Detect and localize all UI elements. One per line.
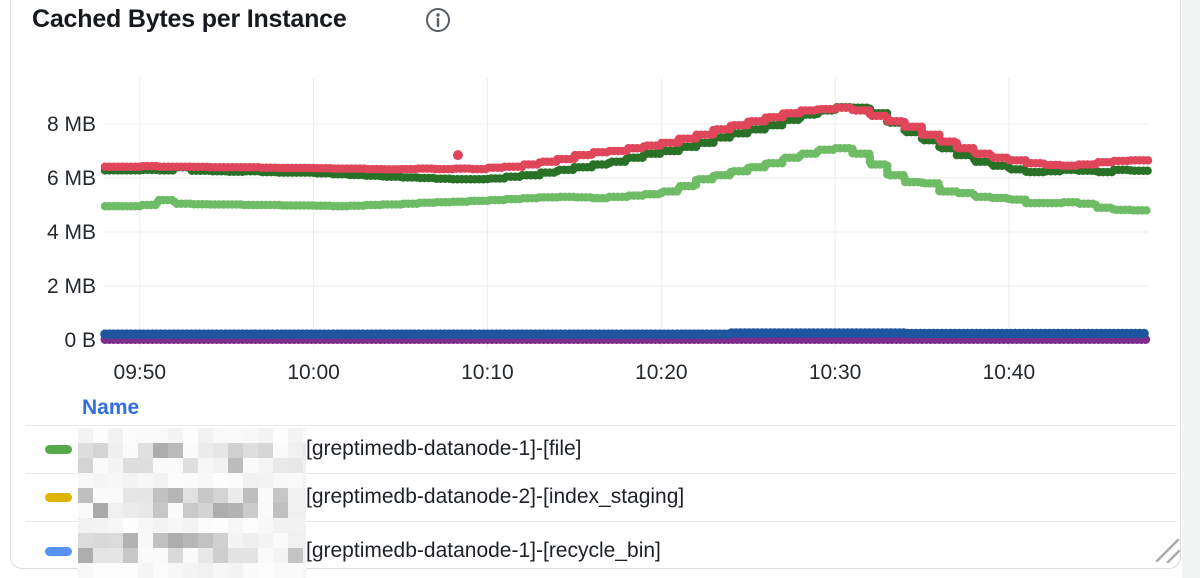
x-tick-label: 10:00 xyxy=(287,361,340,384)
row-divider xyxy=(26,425,1177,426)
series-color-marker[interactable] xyxy=(45,546,72,556)
x-tick-label: 10:10 xyxy=(461,361,514,384)
y-tick-label: 0 B xyxy=(64,329,96,352)
censored-text-overlay xyxy=(78,428,306,578)
legend-row[interactable]: [greptimedb-datanode-1]-[recycle_bin] xyxy=(11,521,1180,568)
panel-title[interactable]: Cached Bytes per Instance xyxy=(32,5,347,33)
series-name-label[interactable]: [greptimedb-datanode-2]-[index_staging] xyxy=(306,485,685,508)
timeseries-plot[interactable]: 0 B 2 MB 4 MB 6 MB 8 MB 09:50 10:00 10:10 10:20 1… xyxy=(10,0,1181,398)
series-dark-blue[interactable] xyxy=(100,328,1153,339)
series-light-green[interactable] xyxy=(100,144,1153,215)
panel-resize-handle[interactable] xyxy=(1152,535,1180,563)
x-tick-label: 09:50 xyxy=(114,361,167,384)
page-background-strip xyxy=(1182,0,1200,578)
legend-row[interactable]: [greptimedb-datanode-2]-[index_staging] xyxy=(11,473,1180,521)
x-tick-label: 10:30 xyxy=(809,361,862,384)
series-dark-green[interactable] xyxy=(100,103,1153,184)
info-icon[interactable] xyxy=(424,6,452,34)
outlier-point[interactable] xyxy=(452,150,463,161)
y-tick-label: 2 MB xyxy=(47,275,96,298)
series-color-marker[interactable] xyxy=(45,492,72,502)
row-divider xyxy=(26,473,1177,474)
legend-row[interactable]: [greptimedb-datanode-1]-[file] xyxy=(11,425,1180,473)
y-tick-label: 8 MB xyxy=(47,113,96,136)
legend-column-header-name[interactable]: Name xyxy=(82,396,140,419)
series-red[interactable] xyxy=(100,103,1153,174)
series-color-marker[interactable] xyxy=(45,444,72,454)
x-tick-label: 10:40 xyxy=(983,361,1036,384)
series-name-label[interactable]: [greptimedb-datanode-1]-[recycle_bin] xyxy=(306,539,661,562)
x-tick-label: 10:20 xyxy=(635,361,688,384)
y-tick-label: 4 MB xyxy=(47,221,96,244)
row-divider xyxy=(26,521,1177,522)
series-name-label[interactable]: [greptimedb-datanode-1]-[file] xyxy=(306,437,582,460)
y-tick-label: 6 MB xyxy=(47,167,96,190)
